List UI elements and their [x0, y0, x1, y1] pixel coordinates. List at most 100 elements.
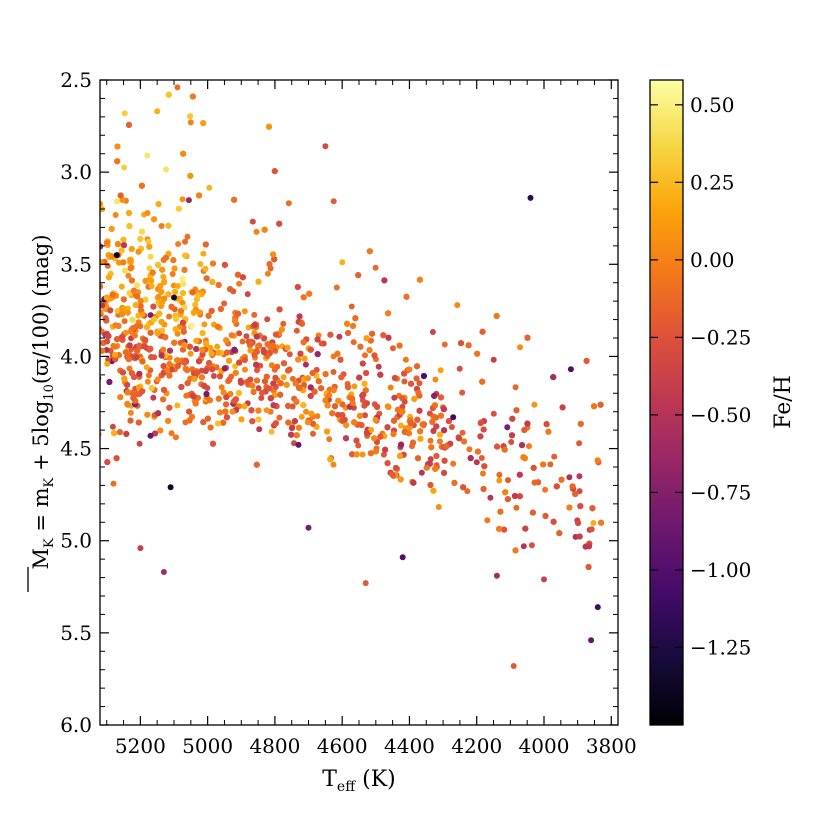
- x-tick-label: 5000: [182, 734, 233, 758]
- data-point: [116, 259, 122, 266]
- data-point: [301, 355, 308, 362]
- data-point: [330, 461, 337, 468]
- data-point: [408, 380, 414, 387]
- data-point: [137, 235, 144, 242]
- data-point: [339, 401, 346, 408]
- data-point: [330, 369, 337, 375]
- data-point: [569, 483, 576, 490]
- data-point: [139, 388, 146, 395]
- data-point: [484, 517, 491, 524]
- data-point: [222, 408, 229, 415]
- data-point: [156, 310, 163, 317]
- data-point: [459, 429, 466, 436]
- data-point: [572, 491, 579, 497]
- data-point: [432, 402, 438, 409]
- data-point: [377, 371, 384, 378]
- data-point: [208, 307, 215, 314]
- data-point: [205, 312, 212, 319]
- data-point: [543, 421, 550, 428]
- data-point: [253, 348, 260, 355]
- data-point: [207, 344, 214, 351]
- data-point: [104, 338, 111, 345]
- data-point: [242, 366, 248, 373]
- data-point: [372, 448, 379, 455]
- data-point: [329, 410, 336, 417]
- data-point: [576, 473, 583, 480]
- data-point: [221, 300, 228, 307]
- data-point: [110, 480, 117, 487]
- data-point: [121, 375, 128, 382]
- data-point: [390, 431, 397, 437]
- data-point: [158, 223, 165, 229]
- data-point: [179, 299, 186, 306]
- data-point: [594, 604, 601, 611]
- data-point: [100, 355, 101, 358]
- data-point: [441, 341, 448, 348]
- data-point: [428, 444, 435, 451]
- data-point: [172, 326, 179, 333]
- data-point: [132, 302, 139, 308]
- data-point: [367, 450, 374, 457]
- data-point: [104, 459, 111, 466]
- data-point: [339, 417, 346, 424]
- data-point: [461, 438, 468, 445]
- data-point: [100, 283, 104, 290]
- data-point: [385, 334, 392, 341]
- data-point: [162, 334, 169, 341]
- data-point: [272, 420, 279, 427]
- data-point: [256, 426, 263, 433]
- data-point: [267, 395, 274, 402]
- data-point: [527, 194, 534, 201]
- data-point: [160, 363, 167, 370]
- data-point: [524, 334, 531, 341]
- data-point: [202, 368, 209, 374]
- data-point: [306, 290, 313, 297]
- y-tick-label: 4.5: [60, 437, 92, 461]
- data-point: [157, 283, 164, 290]
- data-point: [184, 380, 191, 387]
- data-point: [220, 389, 227, 396]
- data-point: [360, 391, 367, 398]
- data-point: [201, 321, 208, 328]
- colorbar-ticks: 0.50 0.25 0.00 −0.25 −0.50 −0.75 −1.00 −1.25: [650, 93, 751, 659]
- data-point: [448, 424, 455, 430]
- data-point: [521, 427, 528, 433]
- data-point: [391, 375, 398, 381]
- data-point: [435, 504, 442, 510]
- data-point: [286, 366, 293, 373]
- data-point: [343, 435, 349, 442]
- data-point: [513, 407, 520, 414]
- data-point: [199, 330, 206, 337]
- data-point: [289, 425, 295, 431]
- data-point: [337, 356, 344, 363]
- data-point: [123, 430, 130, 437]
- data-point: [397, 453, 404, 459]
- data-point: [187, 113, 194, 120]
- data-point: [586, 543, 592, 550]
- data-point: [111, 430, 118, 437]
- data-point: [264, 316, 271, 323]
- data-point: [145, 238, 152, 245]
- data-point: [384, 424, 391, 431]
- data-point: [130, 325, 137, 332]
- data-point: [127, 409, 134, 416]
- data-point: [118, 311, 125, 318]
- data-point: [154, 330, 161, 337]
- y-tick-label: 3.0: [60, 160, 92, 184]
- data-point: [427, 482, 434, 488]
- data-point: [196, 309, 203, 316]
- data-point: [332, 403, 338, 410]
- data-point: [131, 332, 138, 339]
- data-point: [432, 376, 439, 383]
- data-point: [174, 402, 181, 409]
- data-point: [148, 277, 155, 284]
- data-point: [450, 414, 457, 421]
- data-point: [385, 404, 392, 410]
- data-point: [189, 93, 196, 100]
- data-point: [124, 381, 131, 388]
- data-point: [184, 233, 191, 240]
- data-point: [353, 451, 360, 458]
- data-point: [226, 376, 233, 383]
- data-point: [187, 350, 194, 357]
- data-point: [155, 261, 162, 268]
